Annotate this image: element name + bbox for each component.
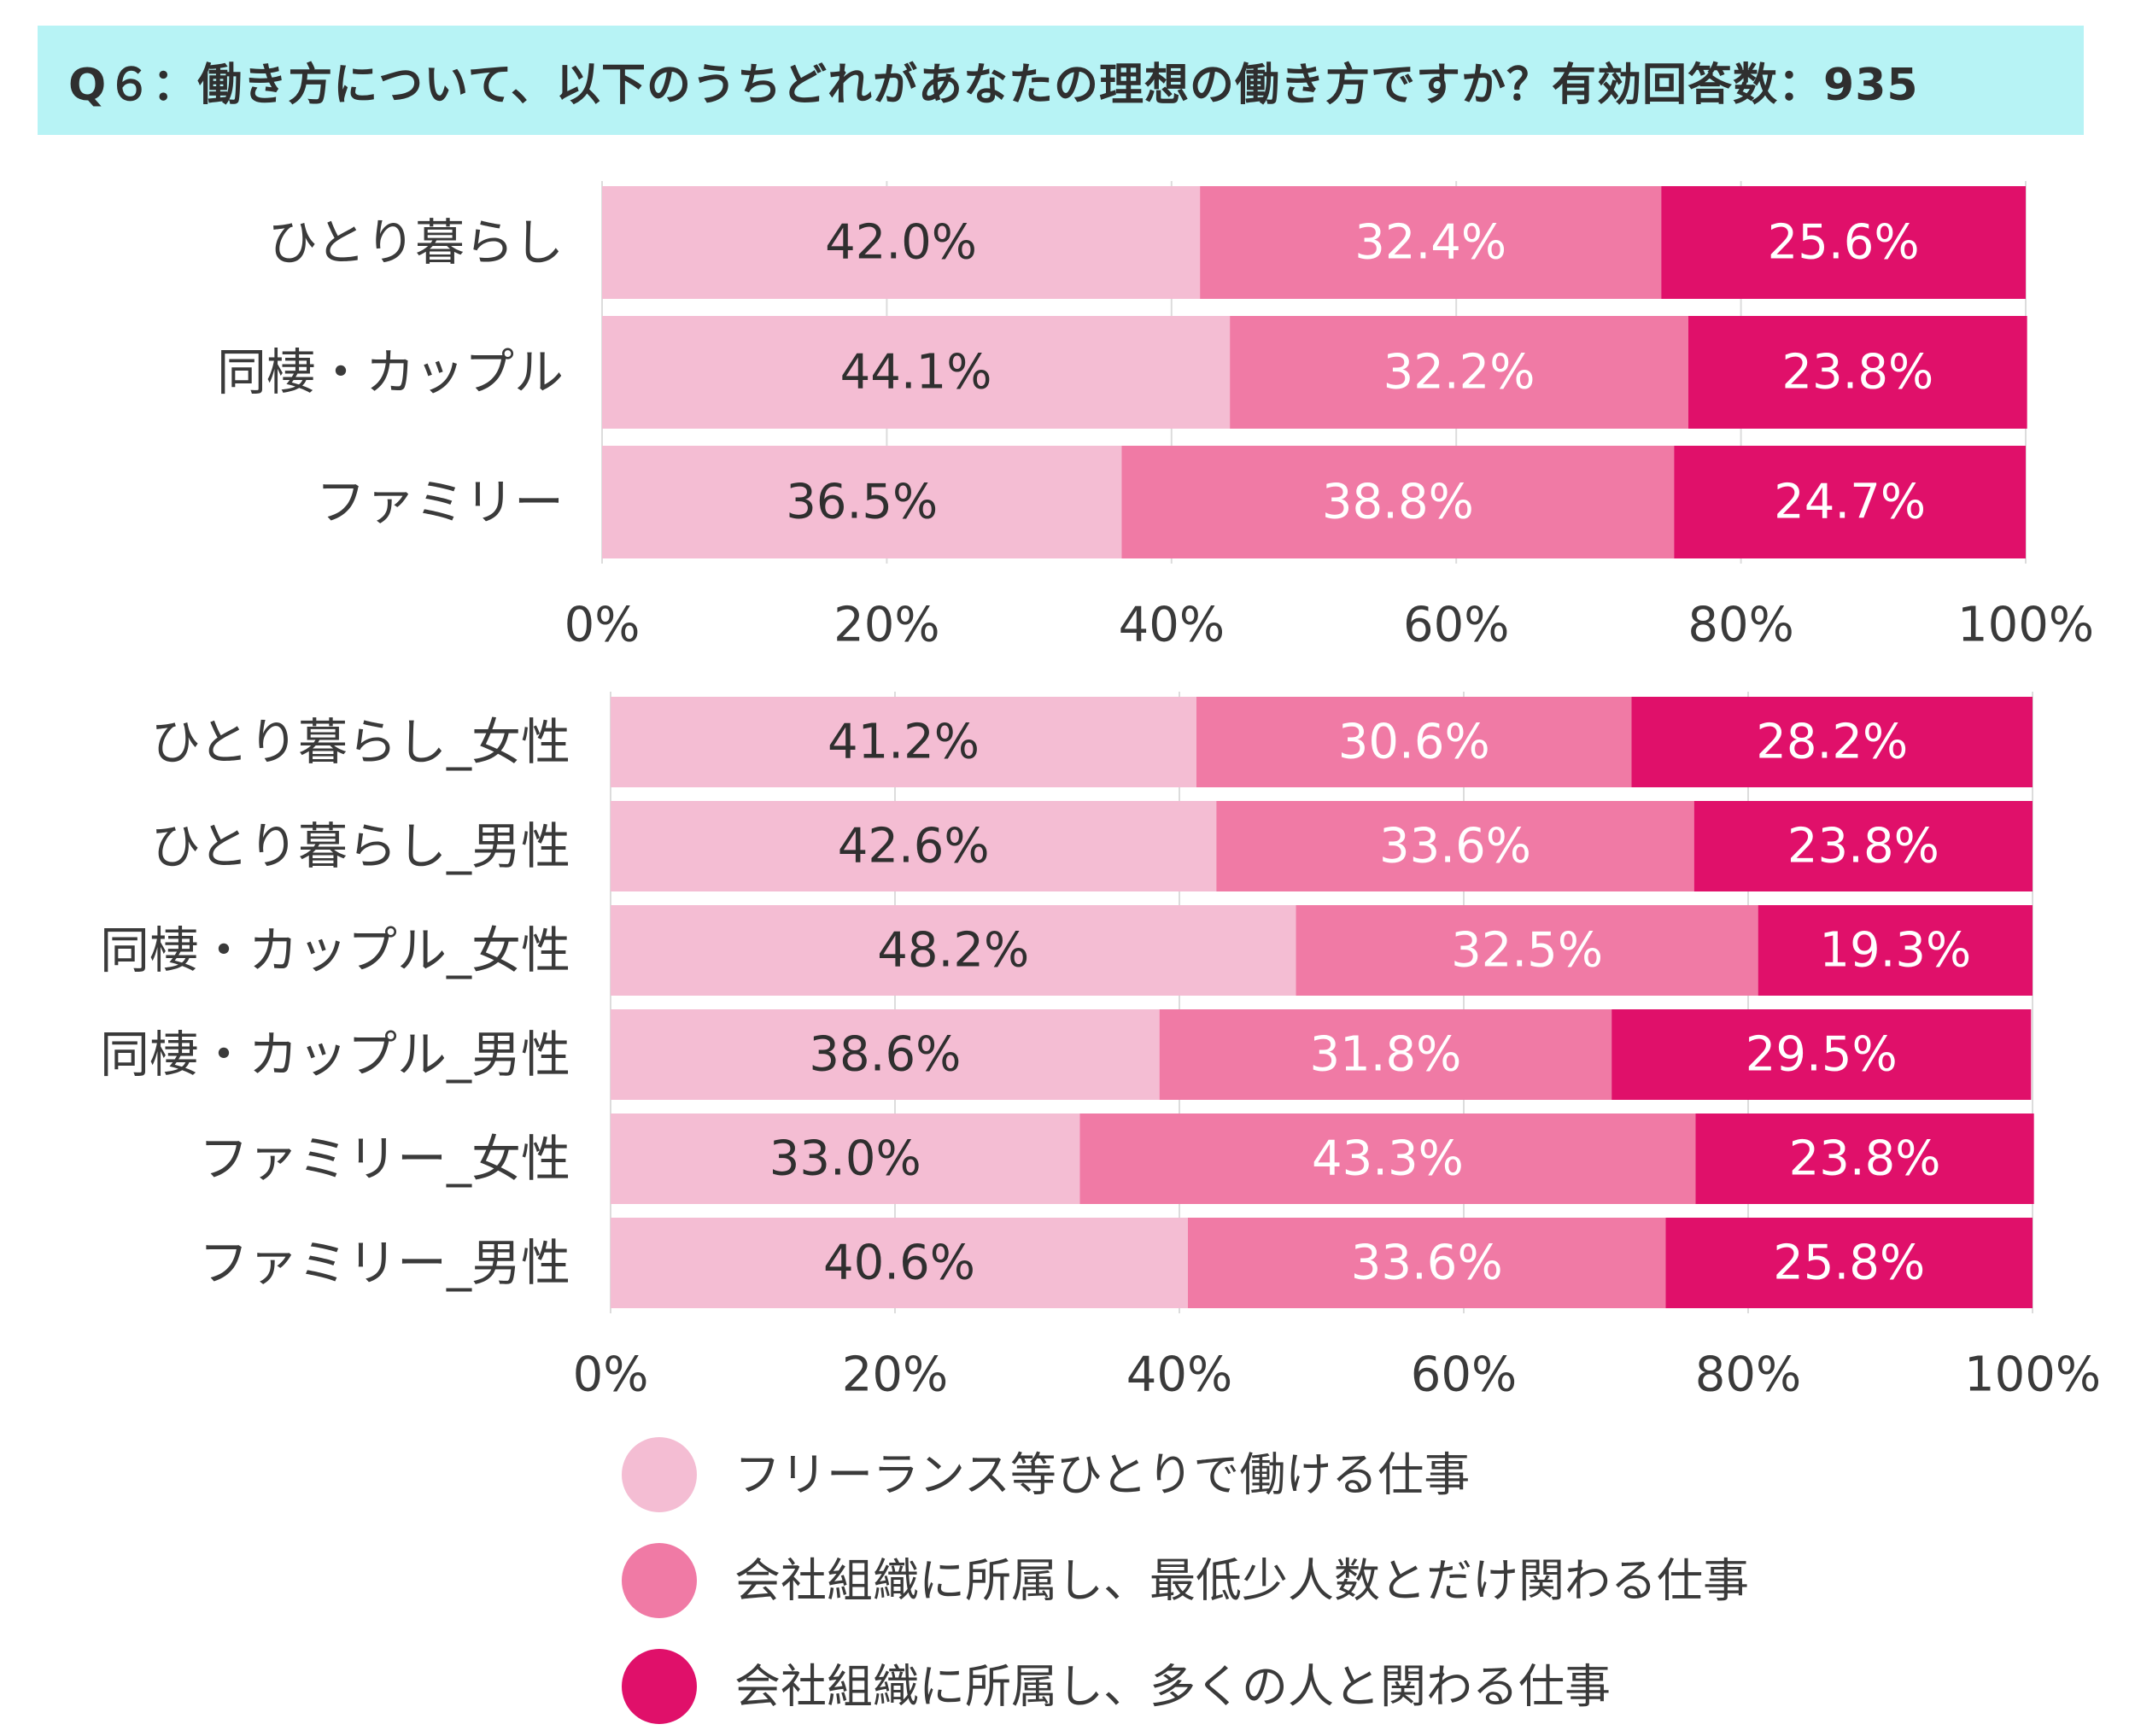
tick-label: 60% xyxy=(1403,598,1509,653)
tick-label: 100% xyxy=(1957,598,2094,653)
bar-segment xyxy=(1196,697,1632,787)
data-label: 31.8% xyxy=(1309,1027,1461,1083)
tick-label: 60% xyxy=(1411,1347,1517,1403)
category-label: ひとり暮らし_女性 xyxy=(151,713,570,771)
chart-title-banner: Q６：働き方について、以下のうちどれがあなたの理想の働き方ですか？有効回答数：9… xyxy=(38,26,2084,135)
bar-segment xyxy=(1216,801,1694,891)
bar-segment xyxy=(611,1009,1160,1100)
bar-segment xyxy=(1695,1113,2034,1204)
bar-segment xyxy=(1661,186,2026,299)
data-label: 33.6% xyxy=(1351,1236,1503,1291)
data-label: 40.6% xyxy=(823,1236,975,1291)
tick-label: 20% xyxy=(834,598,939,653)
tick-label: 40% xyxy=(1119,598,1225,653)
category-label: ファミリー_男性 xyxy=(199,1234,570,1292)
data-label: 44.1% xyxy=(840,345,992,400)
data-label: 43.3% xyxy=(1312,1131,1464,1187)
category-label: ファミリー xyxy=(316,473,564,531)
bar-segment xyxy=(611,1218,1188,1308)
data-label: 32.4% xyxy=(1354,215,1506,271)
data-label: 38.8% xyxy=(1322,475,1474,530)
data-label: 32.2% xyxy=(1383,345,1535,400)
legend-swatch xyxy=(622,1649,697,1724)
tick-label: 100% xyxy=(1964,1347,2101,1403)
legend-label: 会社組織に所属し、最低少人数とだけ関わる仕事 xyxy=(734,1554,1749,1608)
data-label: 33.6% xyxy=(1379,819,1531,874)
data-label: 24.7% xyxy=(1774,475,1926,530)
data-label: 41.2% xyxy=(828,715,980,770)
data-label: 23.8% xyxy=(1787,819,1939,874)
data-label: 29.5% xyxy=(1746,1027,1898,1083)
bar-segment xyxy=(1296,905,1758,996)
legend-swatch xyxy=(622,1543,697,1618)
bar-segment xyxy=(611,801,1217,891)
bar-segment xyxy=(1665,1218,2033,1308)
category-label: ひとり暮らし_男性 xyxy=(151,817,570,875)
legend-label: 会社組織に所属し、多くの人と関わる仕事 xyxy=(734,1660,1611,1714)
tick-label: 40% xyxy=(1126,1347,1232,1403)
chart-title: Q６：働き方について、以下のうちどれがあなたの理想の働き方ですか？有効回答数：9… xyxy=(68,59,1919,111)
bar-segment xyxy=(1611,1009,2032,1100)
bar-segment xyxy=(611,697,1196,787)
bar-segment xyxy=(1688,316,2027,429)
data-label: 33.0% xyxy=(769,1131,921,1187)
bar-segment xyxy=(611,905,1296,996)
data-label: 19.3% xyxy=(1819,923,1971,979)
data-label: 25.8% xyxy=(1773,1236,1925,1291)
legend-swatch xyxy=(622,1437,697,1512)
data-label: 30.6% xyxy=(1338,715,1490,770)
category-label: ひとり暮らし xyxy=(268,213,564,272)
data-label: 23.8% xyxy=(1781,345,1933,400)
data-label: 42.6% xyxy=(838,819,990,874)
data-label: 28.2% xyxy=(1756,715,1908,770)
data-label: 48.2% xyxy=(877,923,1029,979)
bar-segment xyxy=(1631,697,2033,787)
bar-segment xyxy=(1079,1113,1696,1204)
bar-segment xyxy=(611,1113,1080,1204)
bar-segment xyxy=(1187,1218,1666,1308)
category-label: ファミリー_女性 xyxy=(199,1130,570,1188)
tick-label: 80% xyxy=(1695,1347,1801,1403)
data-label: 23.8% xyxy=(1789,1131,1941,1187)
tick-label: 20% xyxy=(842,1347,948,1403)
category-label: 同棲・カップル xyxy=(217,343,564,401)
bar-segment xyxy=(1758,905,2033,996)
bar-segment xyxy=(1693,801,2033,891)
tick-label: 0% xyxy=(564,598,640,653)
tick-label: 0% xyxy=(573,1347,649,1403)
data-label: 25.6% xyxy=(1768,215,1920,271)
bar-segment xyxy=(602,186,1201,299)
data-label: 32.5% xyxy=(1451,923,1603,979)
legend-label: フリーランス等ひとりで働ける仕事 xyxy=(734,1448,1470,1502)
bar-segment xyxy=(602,316,1231,429)
bar-segment xyxy=(1121,446,1675,558)
data-label: 38.6% xyxy=(809,1027,961,1083)
data-label: 42.0% xyxy=(825,215,977,271)
bar-segment xyxy=(1200,186,1662,299)
data-label: 36.5% xyxy=(786,475,938,530)
tick-label: 80% xyxy=(1688,598,1793,653)
bar-segment xyxy=(1159,1009,1612,1100)
category-label: 同棲・カップル_男性 xyxy=(100,1026,570,1084)
bar-segment xyxy=(1230,316,1688,429)
bar-segment xyxy=(602,446,1122,558)
bar-segment xyxy=(1674,446,2026,558)
category-label: 同棲・カップル_女性 xyxy=(100,921,570,979)
